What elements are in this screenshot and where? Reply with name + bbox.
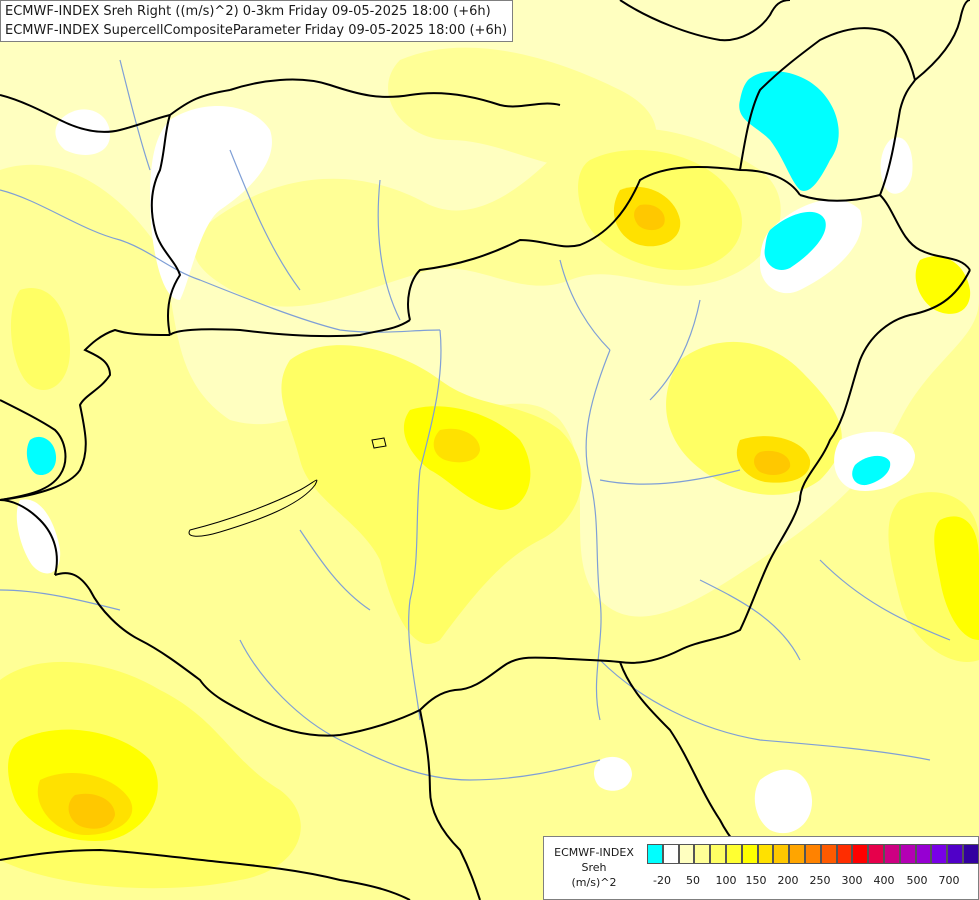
legend-line-3: (m/s)^2 — [571, 876, 617, 889]
legend-swatch — [694, 844, 711, 864]
legend-tick-label: 400 — [873, 874, 895, 887]
lake-balaton — [188, 479, 318, 537]
legend-tick-label: -20 — [653, 874, 671, 887]
legend-swatch — [789, 844, 805, 864]
legend-swatch — [757, 844, 774, 864]
legend-swatch — [804, 844, 821, 864]
field-cyan — [26, 71, 891, 486]
legend-swatch — [678, 844, 695, 864]
legend-swatch — [662, 844, 679, 864]
title-line-1: ECMWF-INDEX Sreh Right ((m/s)^2) 0-3km F… — [5, 4, 491, 19]
legend-tick-label: 500 — [906, 874, 928, 887]
legend-tick-label: 250 — [809, 874, 831, 887]
legend-swatch — [836, 844, 853, 864]
legend-swatch — [647, 844, 663, 864]
legend-tick-label: 150 — [745, 874, 767, 887]
field-orange — [68, 204, 791, 829]
title-box: ECMWF-INDEX Sreh Right ((m/s)^2) 0-3km F… — [0, 0, 513, 42]
legend-line-2: Sreh — [581, 861, 607, 874]
title-line-2: ECMWF-INDEX SupercellCompositeParameter … — [5, 23, 508, 38]
legend-swatch — [741, 844, 758, 864]
legend-swatch — [915, 844, 932, 864]
legend-tick-label: 100 — [715, 874, 737, 887]
legend-swatch — [820, 844, 837, 864]
legend-line-1: ECMWF-INDEX — [554, 846, 634, 859]
lakes — [188, 437, 387, 537]
legend-swatches — [647, 844, 979, 864]
legend-swatch — [710, 844, 726, 864]
legend-swatch — [962, 844, 979, 864]
legend-swatch — [725, 844, 742, 864]
legend-tick-label: 300 — [841, 874, 863, 887]
legend-swatch — [883, 844, 900, 864]
legend-tick-label: 50 — [686, 874, 700, 887]
legend-swatch — [931, 844, 948, 864]
legend-swatch — [852, 844, 869, 864]
legend: ECMWF-INDEX Sreh (m/s)^2 -20 50 100 150 200 2… — [543, 836, 979, 900]
legend-swatch — [773, 844, 790, 864]
legend-tick-label: 700 — [938, 874, 960, 887]
legend-swatch — [899, 844, 916, 864]
rivers — [0, 59, 951, 781]
legend-swatch — [947, 844, 963, 864]
legend-swatch — [868, 844, 884, 864]
legend-tick-label: 200 — [777, 874, 799, 887]
